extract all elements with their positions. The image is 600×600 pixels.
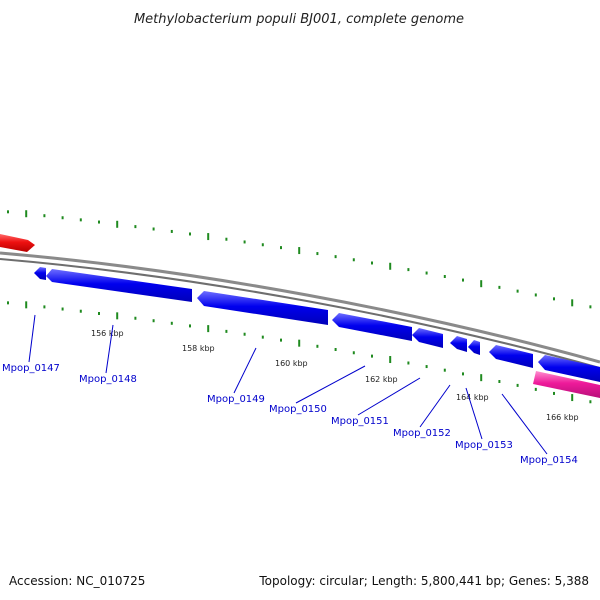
leader-line xyxy=(357,377,421,416)
gene-arrow-mpop-0149 xyxy=(197,291,328,325)
rna-gene-arrow xyxy=(533,371,600,398)
backbone-inner xyxy=(0,258,600,369)
gene-arrow-next xyxy=(538,355,600,382)
gene-label[interactable]: Mpop_0150 xyxy=(269,404,327,415)
leader-line xyxy=(233,347,257,394)
leader-line xyxy=(105,324,114,374)
reverse-gene-arrow xyxy=(0,234,35,252)
gene-label[interactable]: Mpop_0149 xyxy=(207,394,265,405)
gene-label[interactable]: Mpop_0151 xyxy=(331,416,389,427)
scale-label: 160 kbp xyxy=(275,359,308,368)
gene-label[interactable]: Mpop_0152 xyxy=(393,428,451,439)
scale-label: 162 kbp xyxy=(365,375,398,384)
gene-label[interactable]: Mpop_0154 xyxy=(520,455,578,466)
scale-label: 166 kbp xyxy=(546,413,579,422)
forward-strand-genes xyxy=(34,267,600,382)
leader-line xyxy=(28,314,36,363)
gene-label[interactable]: Mpop_0147 xyxy=(2,363,60,374)
map-title: Methylobacterium populi BJ001, complete … xyxy=(134,12,464,27)
gene-label[interactable]: Mpop_0153 xyxy=(455,440,513,451)
inner-tick-ring xyxy=(7,301,592,404)
backbone-outer xyxy=(0,251,600,364)
gene-labels: Mpop_0147 Mpop_0148 Mpop_0149 Mpop_0150 … xyxy=(2,363,578,466)
leader-line xyxy=(295,365,366,404)
outer-tick-ring xyxy=(7,210,592,309)
accession-text: Accession: NC_010725 xyxy=(9,574,146,588)
scale-label: 156 kbp xyxy=(91,329,124,338)
gene-label-leaders xyxy=(28,314,548,455)
gene-label[interactable]: Mpop_0148 xyxy=(79,374,137,385)
leader-line xyxy=(501,393,548,455)
gene-arrow-mpop-0147 xyxy=(34,267,46,280)
gene-arrow-mpop-0154 xyxy=(489,345,533,368)
gene-arrow-mpop-0148 xyxy=(46,269,192,302)
scale-label: 164 kbp xyxy=(456,393,489,402)
scale-labels: 156 kbp 158 kbp 160 kbp 162 kbp 164 kbp … xyxy=(91,329,579,422)
gene-arrow-mpop-0152 xyxy=(450,336,467,352)
scale-label: 158 kbp xyxy=(182,344,215,353)
gene-arrow-mpop-0151 xyxy=(412,328,443,348)
gene-arrow-mpop-0150 xyxy=(332,313,412,341)
leader-line xyxy=(419,384,451,428)
gene-arrow-mpop-0153 xyxy=(468,340,480,355)
reverse-strand-genes xyxy=(0,234,600,398)
leader-line xyxy=(465,387,483,440)
genome-summary-text: Topology: circular; Length: 5,800,441 bp… xyxy=(259,574,589,588)
